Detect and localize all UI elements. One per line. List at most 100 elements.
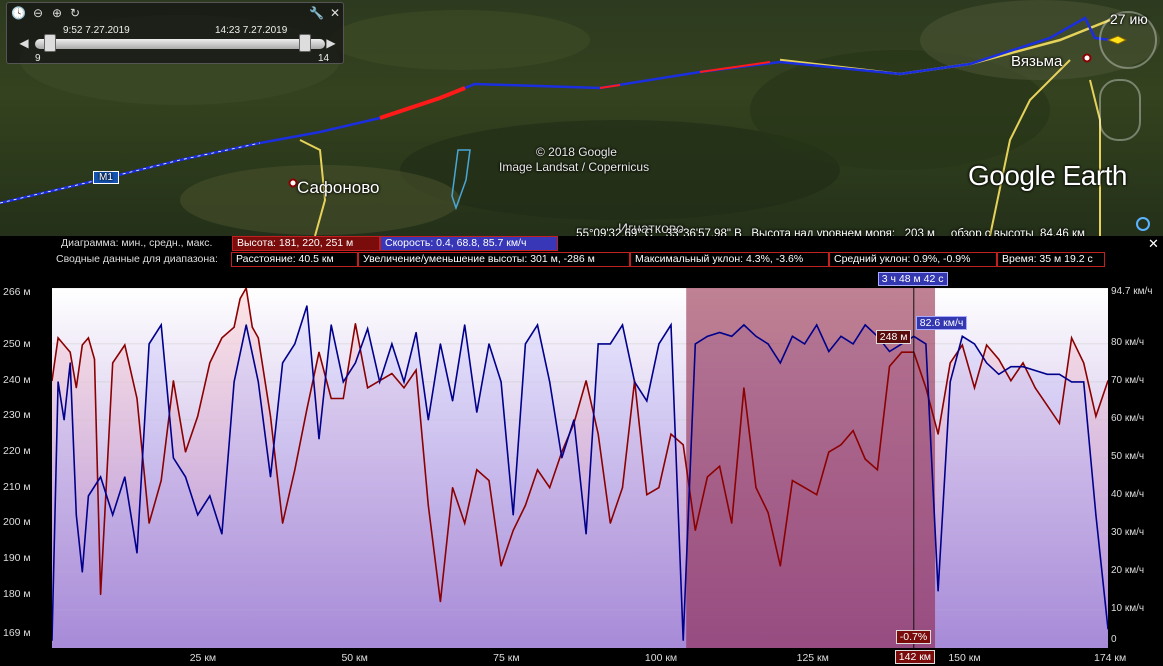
speed-point — [718, 331, 721, 334]
avg-slope-box: Средний уклон: 0.9%, -0.9% — [829, 252, 997, 267]
speed-point — [184, 476, 187, 478]
speed-point — [245, 324, 247, 326]
cursor-time-tag: 3 ч 48 м 42 с — [877, 272, 948, 286]
speed-point — [828, 350, 830, 353]
speed-point — [57, 381, 59, 383]
altitude-point — [986, 344, 988, 346]
copyright-line1: © 2018 Google — [536, 145, 617, 159]
speed-point — [112, 514, 114, 516]
cursor-altitude-tag: 248 м — [875, 330, 912, 344]
city-label-safonovo[interactable]: Сафоново — [297, 178, 380, 197]
altitude-point — [791, 479, 794, 482]
altitude-point — [840, 444, 842, 446]
speed-point — [658, 343, 660, 345]
altitude-point — [172, 380, 174, 382]
altitude-point — [427, 504, 429, 507]
play-back-icon[interactable]: ◀ — [19, 36, 29, 50]
altitude-point — [318, 351, 320, 353]
speed-point — [81, 571, 83, 573]
altitude-point — [69, 351, 71, 353]
altitude-point — [718, 465, 721, 467]
speed-point — [597, 343, 599, 345]
altitude-point — [634, 380, 636, 382]
speed-point — [986, 362, 988, 364]
speed-point — [379, 381, 381, 383]
altitude-point — [755, 487, 757, 489]
road-shield-label: M1 — [99, 172, 113, 183]
time-slider-track[interactable] — [35, 39, 325, 49]
speed-point — [621, 324, 624, 326]
altitude-point — [743, 387, 745, 389]
zoom-out-icon[interactable]: ⊖ — [32, 6, 44, 20]
y-left-tick-label: 266 м — [3, 286, 31, 298]
speed-point — [415, 331, 417, 334]
settings-wrench-icon[interactable]: 🔧 — [309, 6, 324, 20]
speed-point — [148, 343, 150, 345]
y-left-tick-label: 190 м — [3, 551, 31, 564]
y-left-tick-label: 200 м — [3, 516, 31, 529]
altitude-point — [354, 323, 357, 325]
altitude-point — [888, 365, 891, 368]
altitude-point — [1046, 405, 1048, 407]
altitude-point — [536, 469, 539, 471]
speed-point — [925, 343, 927, 345]
speed-point — [257, 381, 259, 383]
slider-end-handle[interactable] — [298, 34, 311, 52]
altitude-point — [549, 487, 551, 489]
speed-point — [864, 324, 866, 326]
altitude-point — [828, 451, 830, 453]
y-right-tick-label: 70 км/ч — [1111, 374, 1145, 386]
speed-point — [670, 324, 672, 326]
speed-point — [1046, 373, 1048, 375]
chart-close-button[interactable]: ✕ — [1148, 236, 1159, 251]
altitude-point — [876, 469, 878, 471]
city-label-vyazma[interactable]: Вязьма — [1011, 53, 1063, 70]
y-right-tick-label: 40 км/ч — [1111, 488, 1145, 500]
altitude-point — [561, 451, 563, 453]
clock-icon[interactable]: 🕓 — [11, 6, 26, 20]
speed-point — [609, 343, 611, 345]
elevation-chart[interactable] — [52, 288, 1108, 648]
slider-range-end: 14 — [318, 53, 330, 64]
close-slider-icon[interactable]: ✕ — [329, 6, 341, 20]
satellite-map[interactable]: M1 Сафоново Вязьма Игнатково 27 ию © 201… — [0, 0, 1163, 236]
status-bar-text: 55°09'32.69" С 33°36'57.98" В Высота над… — [576, 228, 1085, 236]
y-left-tick-label: 250 м — [3, 338, 31, 351]
map-status-bar: 55°09'32.69" С 33°36'57.98" В Высота над… — [557, 216, 1085, 236]
speed-point — [549, 381, 551, 383]
speed-point — [803, 343, 806, 345]
road-shield-m1: M1 — [93, 171, 119, 184]
play-forward-icon[interactable]: ▶ — [326, 36, 336, 50]
y-right-tick-label: 0 — [1111, 634, 1117, 645]
x-tick-label: 50 км — [341, 652, 368, 664]
speed-point — [1010, 366, 1012, 368]
altitude-point — [294, 469, 296, 471]
altitude-summary-box[interactable]: Высота: 181, 220, 251 м — [232, 236, 380, 251]
speed-point — [427, 419, 429, 421]
slider-range-start: 9 — [35, 53, 41, 64]
y-right-tick-label: 10 км/ч — [1111, 602, 1145, 614]
altitude-point — [403, 387, 405, 389]
slider-start-time: 9:52 7.27.2019 — [63, 25, 130, 36]
altitude-point — [63, 344, 65, 346]
altitude-point — [112, 362, 114, 364]
speed-point — [269, 476, 272, 478]
speed-point — [1022, 366, 1024, 368]
zoom-in-icon[interactable]: ⊕ — [51, 6, 63, 20]
altitude-point — [379, 380, 381, 382]
speed-point — [755, 335, 757, 337]
chart-row2-label: Сводные данные для диапазона: — [56, 253, 218, 265]
speed-point — [1070, 381, 1073, 383]
speed-point — [524, 343, 526, 345]
speed-point — [852, 343, 854, 345]
speed-point — [1083, 381, 1085, 383]
altitude-point — [646, 494, 648, 496]
altitude-point — [973, 387, 976, 389]
slider-start-handle[interactable] — [43, 34, 56, 52]
altitude-point — [93, 358, 96, 360]
altitude-point — [597, 433, 599, 435]
speed-summary-box[interactable]: Скорость: 0.4, 68.8, 85.7 км/ч — [380, 236, 558, 251]
altitude-point — [779, 565, 781, 567]
map-date-label: 27 ию — [1110, 11, 1148, 27]
reset-icon[interactable]: ↻ — [69, 6, 81, 20]
